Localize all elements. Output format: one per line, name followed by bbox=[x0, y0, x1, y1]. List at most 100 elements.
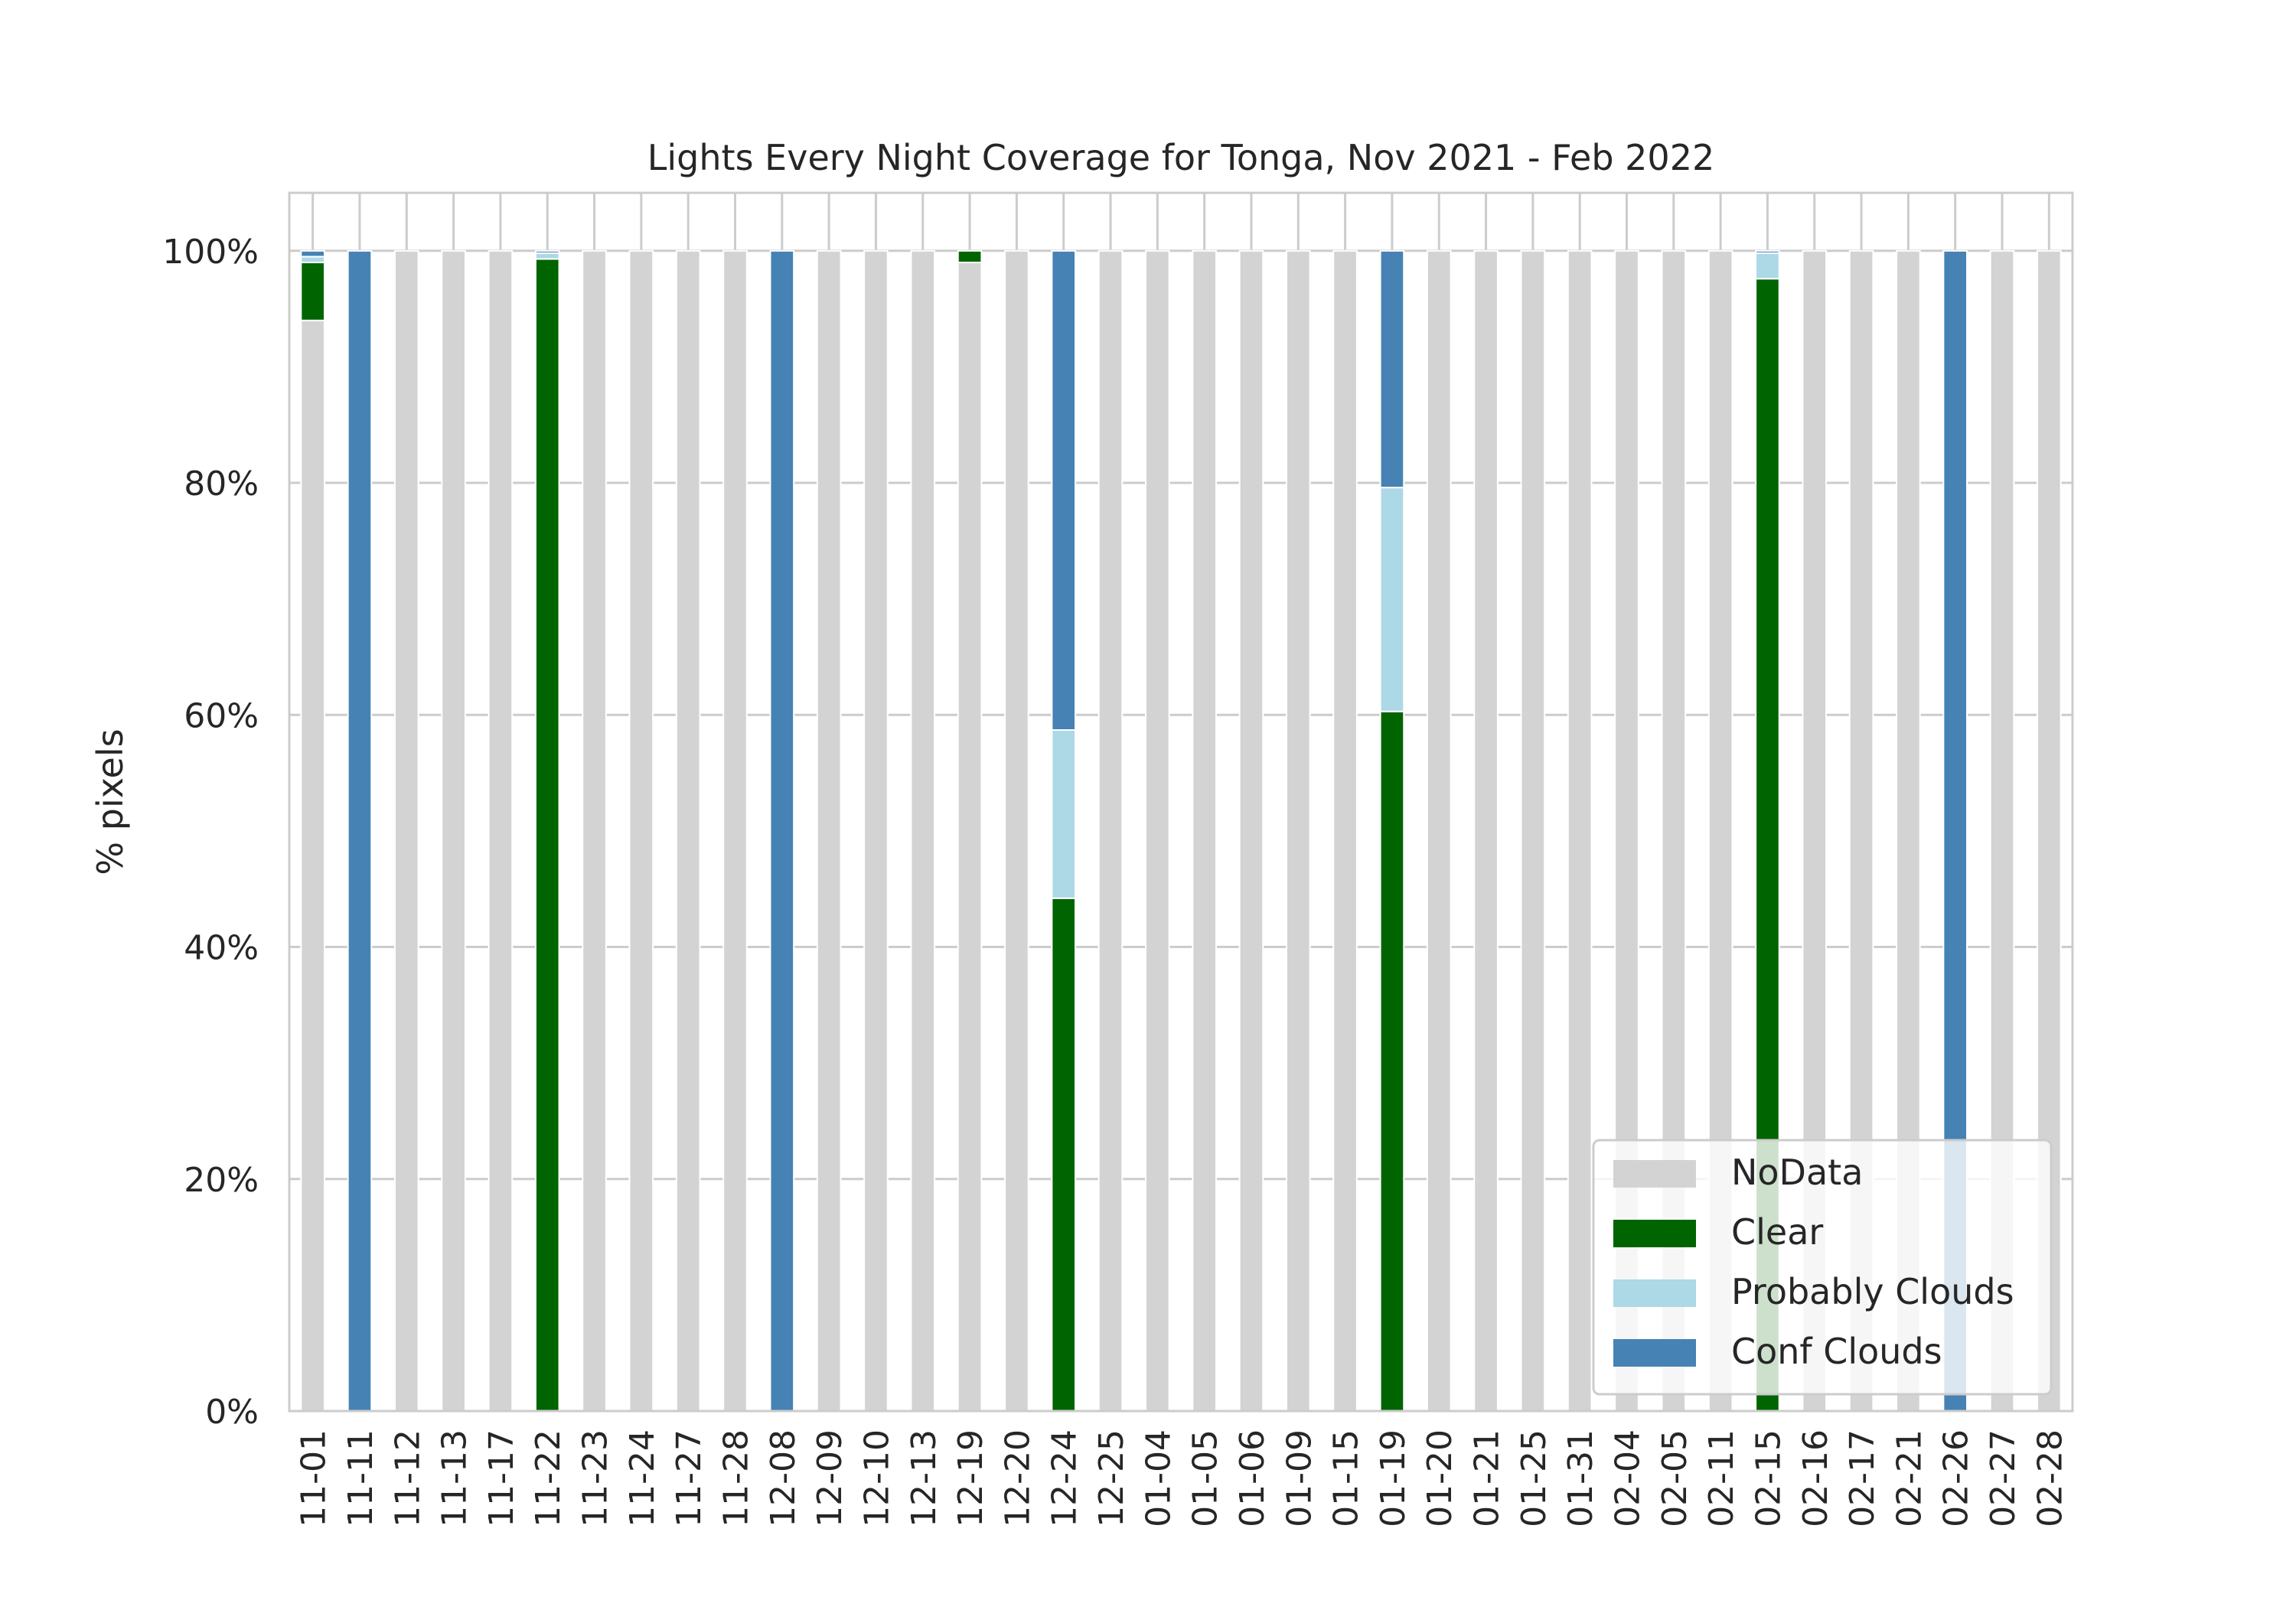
bar-clear-12-19 bbox=[957, 249, 983, 263]
x-tick-label: 01-20 bbox=[1420, 1429, 1459, 1527]
x-tick-label: 11-01 bbox=[295, 1429, 334, 1527]
x-tick-label: 12-24 bbox=[1045, 1429, 1084, 1527]
bar-nodata-11-12 bbox=[393, 249, 419, 1412]
legend-label: Clear bbox=[1731, 1211, 1823, 1253]
x-tick-label: 11-17 bbox=[482, 1429, 521, 1527]
bar-nodata-11-01 bbox=[300, 319, 325, 1412]
legend-box bbox=[1592, 1139, 2053, 1396]
x-tick-label: 01-05 bbox=[1186, 1429, 1225, 1527]
y-tick-labels: 0% 20% 40% 60% 80% 100% bbox=[162, 233, 259, 1432]
bar-conf-clouds-12-24 bbox=[1051, 249, 1077, 731]
x-tick-label: 12-20 bbox=[998, 1429, 1037, 1527]
y-tick-label: 0% bbox=[205, 1393, 259, 1432]
x-tick-label: 01-21 bbox=[1468, 1429, 1507, 1527]
bar-nodata-11-24 bbox=[628, 249, 654, 1412]
legend-label: NoData bbox=[1731, 1152, 1863, 1193]
x-tick-label: 02-04 bbox=[1609, 1429, 1648, 1527]
bar-nodata-11-27 bbox=[675, 249, 701, 1412]
x-tick-label: 01-15 bbox=[1327, 1429, 1366, 1527]
x-tick-label: 11-27 bbox=[670, 1429, 709, 1527]
x-tick-label: 01-19 bbox=[1374, 1429, 1413, 1527]
bar-nodata-01-09 bbox=[1285, 249, 1311, 1412]
bar-clear-01-19 bbox=[1379, 710, 1405, 1412]
bar-probably-clouds-02-15 bbox=[1755, 252, 1780, 280]
x-tick-label: 01-09 bbox=[1280, 1429, 1319, 1527]
bar-nodata-11-17 bbox=[488, 249, 514, 1412]
y-axis-label: % pixels bbox=[90, 728, 131, 875]
bar-probably-clouds-01-19 bbox=[1379, 487, 1405, 712]
legend-label: Conf Clouds bbox=[1731, 1331, 1942, 1372]
x-tick-label: 02-11 bbox=[1702, 1429, 1741, 1527]
x-tick-label: 11-11 bbox=[341, 1429, 380, 1527]
x-tick-label: 12-10 bbox=[857, 1429, 896, 1527]
x-tick-label: 02-26 bbox=[1937, 1429, 1976, 1527]
x-tick-label: 01-25 bbox=[1515, 1429, 1554, 1527]
legend-swatch bbox=[1613, 1339, 1696, 1367]
bar-nodata-11-23 bbox=[582, 249, 607, 1412]
bar-nodata-12-13 bbox=[910, 249, 936, 1412]
x-tick-label: 11-12 bbox=[388, 1429, 427, 1527]
bar-conf-clouds-11-01 bbox=[300, 249, 325, 258]
x-tick-label: 11-22 bbox=[529, 1429, 568, 1527]
bar-nodata-01-06 bbox=[1238, 249, 1264, 1412]
x-tick-label: 02-05 bbox=[1655, 1429, 1694, 1527]
bar-nodata-01-31 bbox=[1567, 249, 1593, 1412]
bar-probably-clouds-12-24 bbox=[1051, 728, 1077, 899]
x-tick-label: 12-25 bbox=[1092, 1429, 1131, 1527]
x-tick-label: 01-06 bbox=[1233, 1429, 1272, 1527]
x-tick-label: 01-31 bbox=[1561, 1429, 1600, 1527]
bar-conf-clouds-11-11 bbox=[347, 249, 373, 1412]
plot-frame bbox=[288, 191, 2074, 1413]
bar-nodata-01-15 bbox=[1332, 249, 1358, 1412]
x-tick-label: 02-28 bbox=[2030, 1429, 2069, 1527]
bar-clear-11-01 bbox=[300, 261, 325, 321]
bar-nodata-12-10 bbox=[863, 249, 889, 1412]
y-tick-label: 100% bbox=[162, 233, 259, 272]
bar-clear-11-22 bbox=[534, 258, 560, 1412]
bar-probably-clouds-11-01 bbox=[300, 256, 325, 263]
bar-conf-clouds-01-19 bbox=[1379, 249, 1405, 489]
bar-nodata-11-28 bbox=[722, 249, 748, 1412]
x-tick-label: 11-13 bbox=[435, 1429, 475, 1527]
x-tick-label: 11-28 bbox=[717, 1429, 756, 1527]
x-tick-label: 01-04 bbox=[1139, 1429, 1178, 1527]
x-tick-label: 12-19 bbox=[951, 1429, 990, 1527]
x-tick-label: 02-21 bbox=[1890, 1429, 1929, 1527]
x-tick-label: 11-24 bbox=[623, 1429, 662, 1527]
bar-conf-clouds-02-15 bbox=[1755, 249, 1780, 254]
bars bbox=[300, 249, 2062, 1412]
y-tick-label: 60% bbox=[184, 696, 259, 735]
bar-nodata-01-21 bbox=[1473, 249, 1499, 1412]
bar-nodata-12-09 bbox=[816, 249, 842, 1412]
x-tick-label: 02-17 bbox=[1843, 1429, 1882, 1527]
chart-title: Lights Every Night Coverage for Tonga, N… bbox=[647, 137, 1714, 178]
bar-nodata-12-19 bbox=[957, 261, 983, 1412]
x-tick-label: 12-09 bbox=[810, 1429, 850, 1527]
bar-nodata-01-20 bbox=[1426, 249, 1452, 1412]
bar-conf-clouds-12-08 bbox=[769, 249, 795, 1412]
y-tick-label: 80% bbox=[184, 464, 259, 504]
x-tick-label: 12-08 bbox=[764, 1429, 803, 1527]
x-tick-label: 02-16 bbox=[1796, 1429, 1835, 1527]
bar-nodata-01-25 bbox=[1520, 249, 1546, 1412]
x-tick-label: 11-23 bbox=[576, 1429, 615, 1527]
bar-nodata-12-25 bbox=[1097, 249, 1124, 1412]
legend-label: Probably Clouds bbox=[1731, 1271, 2014, 1312]
bar-nodata-12-20 bbox=[1004, 249, 1029, 1412]
bar-nodata-01-05 bbox=[1192, 249, 1217, 1412]
x-tick-labels: 11-01 11-11 11-12 11-13 11-17 11-22 11-23 11-24… bbox=[295, 1429, 2070, 1527]
y-tick-label: 40% bbox=[184, 929, 259, 968]
legend-swatch bbox=[1613, 1279, 1696, 1307]
legend: NoData Clear Probably Clouds Conf Clouds bbox=[1592, 1139, 2053, 1396]
x-tick-label: 02-15 bbox=[1749, 1429, 1788, 1527]
bar-nodata-11-13 bbox=[441, 249, 466, 1412]
bar-conf-clouds-11-22 bbox=[534, 249, 560, 254]
legend-swatch bbox=[1613, 1220, 1696, 1247]
bar-probably-clouds-11-22 bbox=[534, 252, 560, 260]
x-tick-label: 12-13 bbox=[905, 1429, 944, 1527]
x-tick-label: 02-27 bbox=[1984, 1429, 2023, 1527]
legend-swatch bbox=[1613, 1160, 1696, 1188]
bar-nodata-01-04 bbox=[1145, 249, 1170, 1412]
